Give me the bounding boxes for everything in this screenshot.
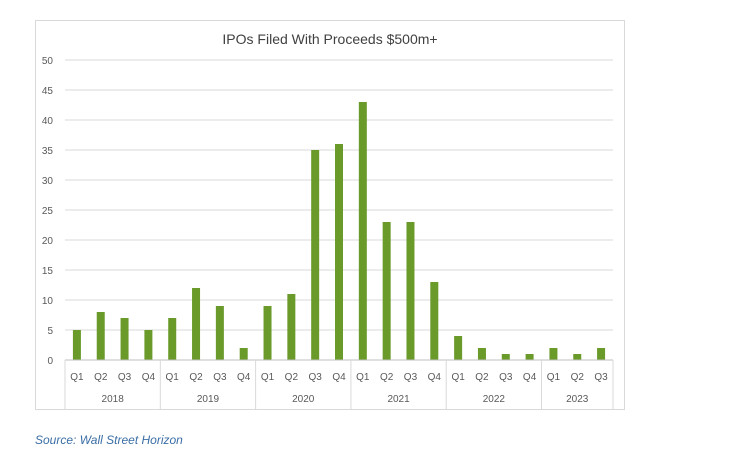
bar — [335, 144, 343, 360]
x-tick-label: Q2 — [475, 372, 489, 383]
y-tick-label: 5 — [47, 326, 53, 337]
x-tick-label: Q4 — [523, 372, 537, 383]
x-tick-label: Q2 — [189, 372, 203, 383]
bar — [549, 348, 558, 360]
x-tick-label: Q2 — [571, 372, 585, 383]
chart-frame — [35, 20, 625, 410]
bar — [501, 354, 510, 360]
x-tick-label: Q4 — [237, 372, 251, 383]
bar — [96, 312, 105, 360]
year-label: 2020 — [292, 394, 315, 405]
bar — [358, 102, 367, 360]
x-tick-label: Q4 — [142, 372, 156, 383]
y-tick-label: 35 — [42, 146, 54, 157]
x-tick-label: Q2 — [285, 372, 299, 383]
year-label: 2018 — [102, 394, 125, 405]
y-tick-label: 30 — [42, 176, 54, 187]
bar — [597, 348, 606, 360]
year-label: 2019 — [197, 394, 220, 405]
y-tick-label: 25 — [42, 206, 54, 217]
bar — [215, 306, 224, 360]
y-tick-label: 15 — [42, 266, 54, 277]
x-tick-label: Q4 — [332, 372, 346, 383]
bar — [311, 150, 320, 360]
source-note: Source: Wall Street Horizon — [35, 433, 183, 447]
x-tick-label: Q3 — [213, 372, 227, 383]
x-tick-label: Q1 — [70, 372, 84, 383]
bar — [239, 348, 248, 360]
year-label: 2022 — [483, 394, 506, 405]
x-tick-label: Q1 — [261, 372, 275, 383]
x-tick-label: Q3 — [499, 372, 513, 383]
x-tick-label: Q3 — [118, 372, 132, 383]
bar — [72, 330, 81, 360]
x-tick-label: Q3 — [309, 372, 323, 383]
y-tick-label: 10 — [42, 296, 54, 307]
bar — [168, 318, 177, 360]
bar — [382, 222, 391, 360]
bar — [525, 354, 534, 360]
bar — [406, 222, 415, 360]
y-tick-label: 20 — [42, 236, 54, 247]
y-tick-label: 50 — [42, 56, 54, 67]
y-tick-label: 40 — [42, 116, 54, 127]
x-tick-label: Q2 — [94, 372, 108, 383]
bar — [120, 318, 129, 360]
bar — [263, 306, 272, 360]
x-tick-label: Q3 — [594, 372, 608, 383]
bar — [477, 348, 486, 360]
x-tick-label: Q1 — [356, 372, 370, 383]
x-tick-label: Q1 — [451, 372, 465, 383]
x-tick-label: Q4 — [428, 372, 442, 383]
bar — [192, 288, 201, 360]
bar — [430, 282, 439, 360]
bar — [287, 294, 296, 360]
x-tick-label: Q1 — [166, 372, 180, 383]
year-label: 2021 — [387, 394, 410, 405]
chart-title: IPOs Filed With Proceeds $500m+ — [222, 31, 438, 47]
x-tick-label: Q2 — [380, 372, 394, 383]
bar — [144, 330, 153, 360]
x-tick-label: Q1 — [547, 372, 561, 383]
bar — [573, 354, 582, 360]
year-label: 2023 — [566, 394, 589, 405]
x-tick-label: Q3 — [404, 372, 418, 383]
y-tick-label: 45 — [42, 86, 54, 97]
y-tick-label: 0 — [47, 356, 53, 367]
bar — [454, 336, 463, 360]
